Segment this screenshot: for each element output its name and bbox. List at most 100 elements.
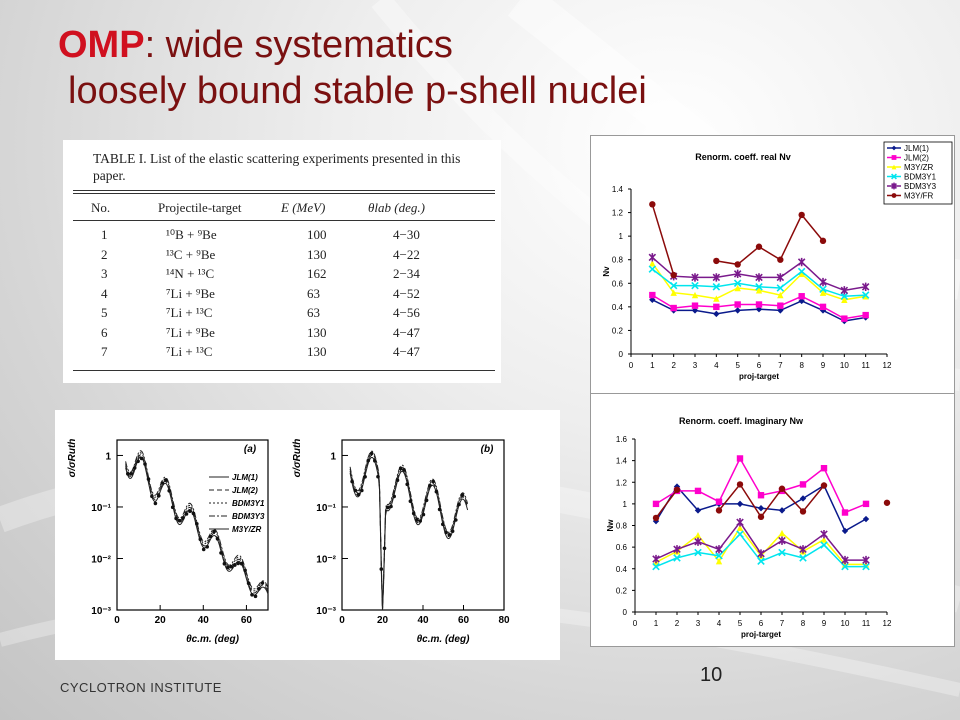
legend-label: BDM3Y3 [232, 512, 265, 521]
table-cell: 4−52 [393, 285, 420, 301]
series-line [655, 456, 867, 514]
table-cell: 3 [101, 266, 108, 281]
data-point [841, 555, 849, 565]
data-point [891, 145, 897, 151]
data-point [236, 561, 240, 566]
data-point [164, 478, 168, 482]
data-point [233, 563, 237, 567]
data-point [777, 291, 784, 299]
data-point [424, 498, 429, 503]
data-point [129, 472, 133, 476]
data-point [246, 581, 251, 585]
data-point [712, 273, 721, 282]
data-point [841, 562, 849, 571]
data-point [649, 291, 656, 299]
data-point [820, 541, 828, 549]
table-caption: TABLE I. List of the elastic scattering … [93, 151, 461, 183]
data-point [798, 270, 805, 278]
data-point [369, 451, 374, 456]
data-point [733, 269, 742, 279]
table-cell: 130 [307, 324, 327, 340]
data-point [670, 289, 677, 296]
series-m3y-zr [649, 260, 869, 303]
series-bdm3y1 [652, 530, 870, 571]
data-point [861, 282, 870, 292]
data-point [713, 257, 720, 265]
series-bdm3y1 [648, 265, 870, 301]
theory-curve [125, 454, 269, 594]
table-cell: 5 [101, 305, 108, 320]
data-point [819, 237, 827, 245]
data-point [715, 557, 723, 565]
table-cell: 4 [101, 285, 108, 301]
title-line2: loosely bound stable p-shell nuclei [68, 70, 647, 112]
y-tick-label: 1.6 [616, 435, 628, 444]
data-point [353, 488, 358, 493]
data-point [132, 466, 137, 470]
y-tick-label: 1 [619, 232, 624, 241]
data-point [136, 459, 140, 464]
data-point [437, 507, 442, 512]
data-point [673, 545, 681, 554]
legend-label: M3Y/FR [904, 192, 934, 201]
data-point [840, 292, 849, 301]
data-point [776, 284, 785, 292]
table-cell: 130 [307, 344, 327, 359]
data-point [146, 477, 151, 481]
data-point [669, 281, 678, 290]
y-tick-label: 0.6 [612, 279, 624, 288]
data-point [243, 568, 247, 573]
data-point [691, 273, 699, 282]
data-point [755, 301, 763, 308]
x-tick-label: 8 [801, 619, 806, 628]
data-point [734, 284, 741, 292]
data-point [757, 549, 765, 558]
data-point [652, 514, 660, 522]
series-jlm-1- [649, 296, 869, 325]
data-point [841, 315, 848, 322]
legend-label: BDM3Y1 [904, 173, 937, 182]
x-tick-label: 40 [198, 615, 210, 626]
data-point [415, 518, 419, 522]
data-point [798, 211, 805, 219]
data-point [694, 507, 702, 514]
legend-label: BDM3Y1 [232, 499, 265, 508]
data-point [444, 530, 448, 535]
y-axis-label: σ/σRuth [67, 439, 78, 478]
data-point [382, 546, 387, 551]
x-tick-label: 3 [693, 361, 698, 370]
data-point [428, 483, 432, 488]
y-tick-label: 10⁻² [91, 554, 111, 565]
data-point [799, 481, 807, 488]
series-jlm-2- [649, 291, 869, 322]
data-point [222, 561, 227, 566]
data-point [694, 532, 702, 539]
data-point [457, 502, 461, 507]
data-point [648, 265, 657, 273]
data-point [673, 554, 681, 562]
data-point [797, 267, 806, 276]
x-tick-label: 4 [717, 619, 722, 628]
data-point [778, 507, 786, 514]
data-point [691, 291, 699, 299]
data-point [713, 295, 720, 302]
data-point [174, 516, 178, 521]
legend-label: JLM(1) [904, 144, 929, 153]
data-point [819, 289, 827, 296]
data-point [799, 554, 807, 562]
data-point [649, 260, 656, 267]
table-cell: ⁷Li + ¹³C [166, 344, 213, 359]
table-rule-top2 [73, 193, 495, 194]
x-tick-label: 5 [738, 619, 743, 628]
data-point [757, 557, 765, 565]
data-point [253, 594, 258, 599]
data-point [431, 479, 435, 484]
data-point [229, 564, 234, 569]
data-point [398, 466, 403, 471]
x-tick-label: 20 [377, 615, 389, 626]
data-point [755, 283, 763, 291]
data-point [778, 548, 786, 557]
x-tick-label: 0 [633, 619, 638, 628]
data-point [713, 310, 720, 318]
